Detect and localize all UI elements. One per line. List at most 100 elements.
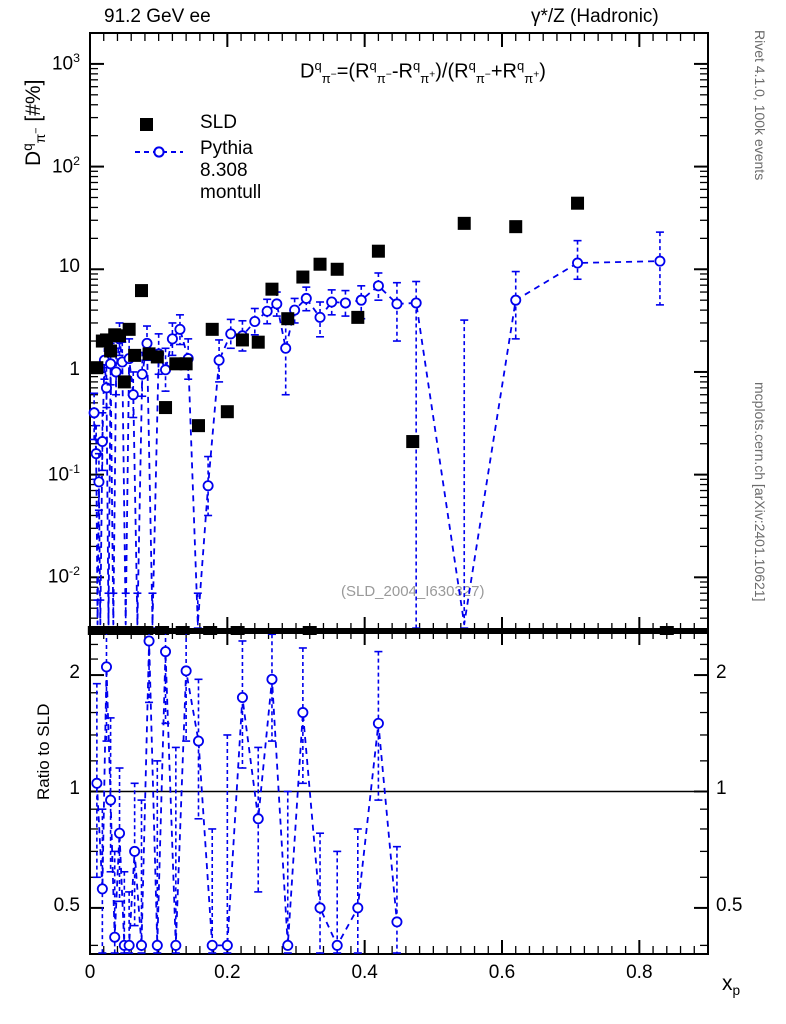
pythia-ratio-marker <box>91 777 103 789</box>
y-tick-label: 103 <box>51 50 80 75</box>
pythia-ratio-marker <box>109 931 121 943</box>
y-tick-label: 10-2 <box>47 564 80 588</box>
sld-marker <box>371 244 385 258</box>
sld-marker <box>122 322 136 336</box>
sld-marker <box>330 262 344 276</box>
pythia-marker <box>166 333 178 345</box>
pythia-ratio-marker <box>391 916 403 928</box>
sld-marker <box>457 216 471 230</box>
pythia-marker <box>110 366 122 378</box>
header-right-label: γ*/Z (Hadronic) <box>531 6 659 27</box>
pythia-ratio-marker <box>221 939 233 951</box>
pythia-marker <box>261 305 273 317</box>
pythia-ratio-marker <box>143 635 155 647</box>
ratio-y-tick-label-right: 2 <box>716 662 727 684</box>
pythia-marker <box>249 315 261 327</box>
sld-marker <box>265 282 279 296</box>
sld-marker <box>313 257 327 271</box>
pythia-ratio-marker <box>236 691 248 703</box>
pythia-marker <box>136 368 148 380</box>
pythia-line-ratio <box>96 640 398 948</box>
pythia-ratio-marker <box>170 939 182 951</box>
legend-marker-filled-square-icon <box>140 118 153 131</box>
pythia-marker <box>213 354 225 366</box>
sld-marker <box>220 405 234 419</box>
pythia-ratio-marker <box>297 707 309 719</box>
ratio-y-tick-label-right: 0.5 <box>716 894 743 916</box>
sld-marker <box>90 361 104 375</box>
x-axis-label: xp <box>722 972 741 999</box>
analysis-watermark: (SLD_2004_I630327) <box>341 583 485 600</box>
pythia-marker <box>372 280 384 292</box>
legend-marker-open-circle-dashed-icon <box>135 146 183 158</box>
sld-marker <box>159 401 173 415</box>
pythia-marker <box>410 297 422 309</box>
sld-marker <box>169 357 183 371</box>
pythia-ratio-marker <box>206 939 218 951</box>
ratio-y-tick-label: 1 <box>69 778 80 800</box>
pythia-marker <box>280 342 292 354</box>
pythia-marker <box>174 323 186 335</box>
legend-label-sld: SLD <box>200 112 237 133</box>
sld-marker <box>128 348 142 362</box>
sld-marker <box>135 284 148 298</box>
pythia-marker <box>96 436 108 448</box>
pythia-ratio-marker <box>129 845 141 857</box>
pythia-marker <box>88 407 100 419</box>
pythia-marker <box>654 255 666 267</box>
sld-ratio-band <box>90 628 708 634</box>
pythia-ratio-marker <box>314 902 326 914</box>
sld-marker <box>296 270 310 284</box>
pythia-ratio-marker <box>100 661 112 673</box>
sld-marker <box>406 435 420 449</box>
pythia-marker <box>326 296 338 308</box>
pythia-ratio-marker <box>266 673 278 685</box>
y-tick-label: 10 <box>58 256 80 278</box>
sld-marker <box>150 350 164 364</box>
pythia-ratio-marker <box>96 883 108 895</box>
pythia-marker <box>202 480 214 492</box>
x-tick-label: 0.2 <box>214 962 241 983</box>
pythia-marker <box>160 364 172 376</box>
pythia-marker <box>314 311 326 323</box>
pythia-marker <box>105 358 117 370</box>
pythia-ratio-marker <box>252 813 264 825</box>
sld-marker <box>104 344 118 358</box>
pythia-ratio-marker <box>282 939 294 951</box>
x-tick-label: 0.8 <box>626 962 653 983</box>
pythia-ratio-marker <box>135 939 147 951</box>
ratio-y-tick-label: 2 <box>69 662 80 684</box>
y-tick-label: 102 <box>51 153 80 177</box>
sld-marker <box>179 357 193 371</box>
pythia-ratio-marker <box>372 717 384 729</box>
pythia-marker <box>271 298 283 310</box>
pythia-marker <box>391 298 403 310</box>
sld-marker <box>235 333 249 347</box>
pythia-ratio-marker <box>352 902 364 914</box>
pythia-marker <box>510 294 522 306</box>
pythia-marker <box>127 389 139 401</box>
sld-marker <box>509 220 523 234</box>
pythia-marker <box>93 476 105 488</box>
pythia-ratio-marker <box>114 827 126 839</box>
ratio-y-tick-label: 0.5 <box>53 894 80 916</box>
pythia-ratio-marker <box>180 665 192 677</box>
sld-marker <box>117 375 131 389</box>
sld-marker <box>191 419 205 433</box>
pythia-marker <box>355 294 367 306</box>
pythia-marker <box>141 337 153 349</box>
sld-marker <box>351 310 365 324</box>
pythia-ratio-marker <box>123 939 135 951</box>
pythia-marker <box>339 297 351 309</box>
x-tick-label: 0.6 <box>488 962 516 983</box>
sld-marker <box>281 312 295 326</box>
pythia-marker <box>225 328 237 340</box>
pythia-marker <box>572 257 584 269</box>
pythia-marker <box>300 292 312 304</box>
pythia-ratio-marker <box>331 939 343 951</box>
pythia-ratio-marker <box>192 735 204 747</box>
ratio-panel-frame <box>89 630 709 955</box>
sld-marker <box>205 322 219 336</box>
